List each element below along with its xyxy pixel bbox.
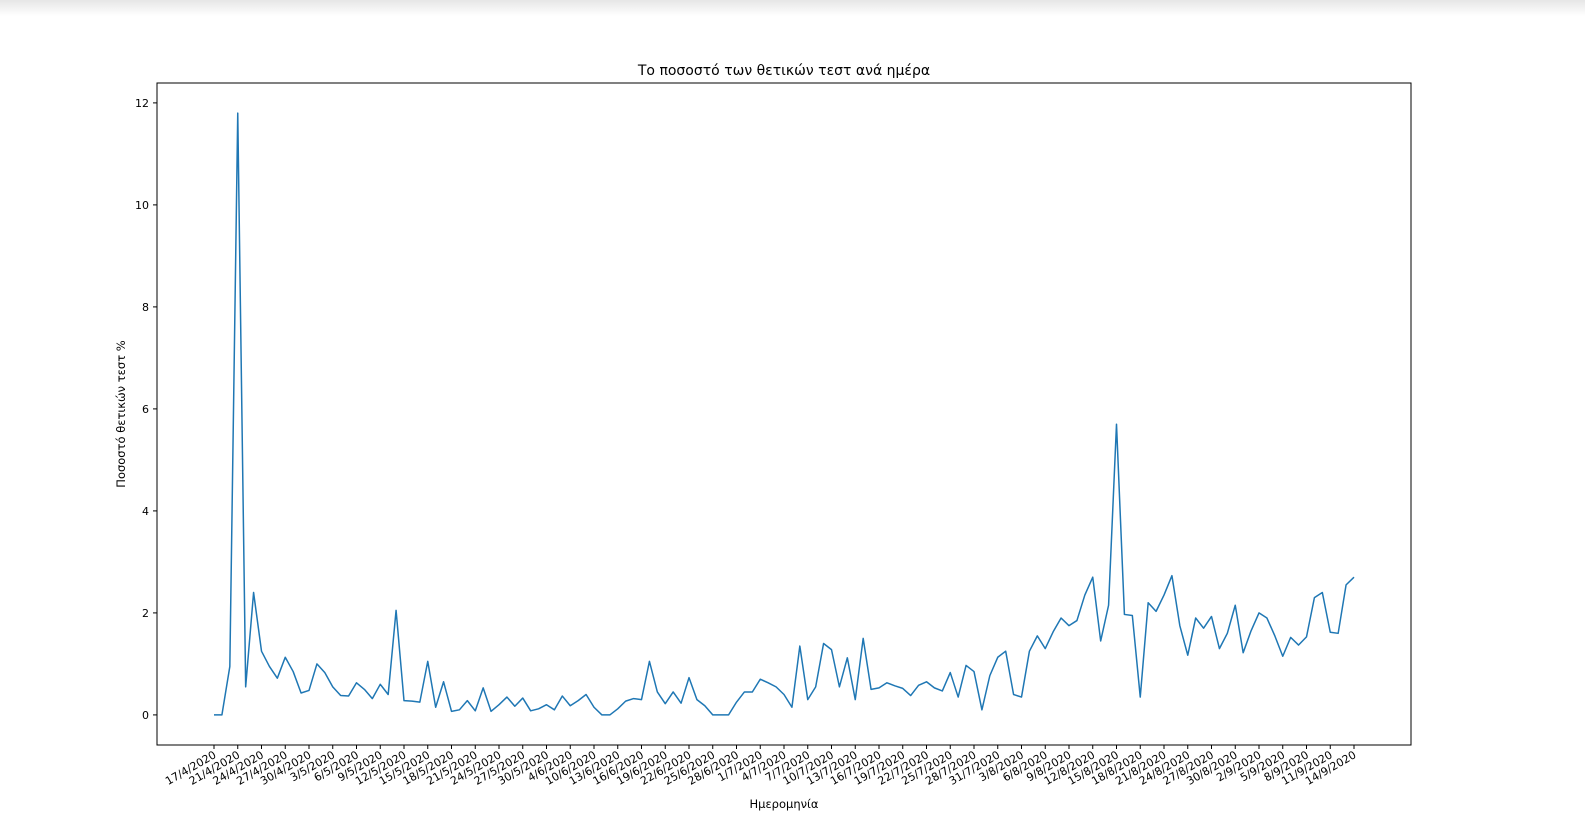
- y-tick-label: 8: [142, 301, 149, 314]
- y-tick-label: 10: [135, 199, 149, 212]
- y-axis-label: Ποσοστό θετικών τεστ %: [114, 340, 128, 487]
- y-tick-label: 12: [135, 97, 149, 110]
- plot-frame: [156, 82, 1412, 746]
- y-tick-label: 4: [142, 505, 149, 518]
- x-axis-label: Ημερομηνία: [749, 797, 818, 811]
- line-series: [214, 112, 1355, 716]
- chart-title: Το ποσοστό των θετικών τεστ ανά ημέρα: [637, 63, 930, 79]
- y-tick-label: 6: [142, 403, 149, 416]
- y-tick-label: 2: [142, 607, 149, 620]
- y-tick-label: 0: [142, 709, 149, 722]
- browser-shadow: [0, 0, 1585, 16]
